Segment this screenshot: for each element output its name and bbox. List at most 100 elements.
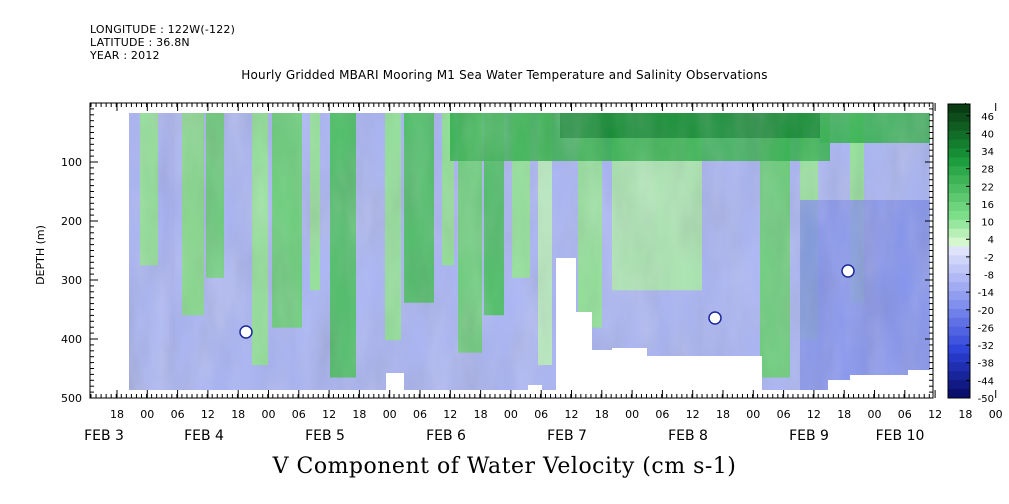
colorbar-swatch	[948, 326, 970, 337]
colorbar-tick-label: 10	[981, 218, 994, 229]
colorbar-swatch	[948, 228, 970, 239]
colorbar-tick-label: -8	[984, 271, 994, 282]
colorbar-swatch	[948, 291, 970, 301]
colorbar-tick-label: 4	[988, 235, 994, 246]
x-hour-tick-label: 06	[292, 408, 306, 421]
colorbar-swatch	[948, 121, 970, 132]
missing-data	[908, 370, 930, 395]
colorbar-swatch	[948, 264, 970, 274]
y-axis-label: DEPTH (m)	[34, 225, 47, 285]
x-hour-tick-label: 00	[989, 408, 1003, 421]
colorbar-swatch	[948, 389, 970, 399]
x-hour-tick-label: 18	[474, 408, 488, 421]
x-hour-tick-label: 18	[352, 408, 366, 421]
colorbar-swatch	[948, 210, 970, 221]
year-label: YEAR : 2012	[90, 49, 160, 62]
colorbar-tick-label: 16	[981, 200, 994, 211]
colorbar-swatch	[948, 202, 970, 212]
colorbar-swatch	[948, 184, 970, 194]
x-hour-tick-label: 18	[716, 408, 730, 421]
missing-data	[612, 348, 647, 392]
heatmap-field	[129, 113, 930, 396]
missing-data	[828, 380, 850, 394]
x-date-label: FEB 10	[876, 428, 925, 444]
missing-data	[592, 350, 612, 392]
x-hour-tick-label: 06	[898, 408, 912, 421]
colorbar-swatch	[948, 380, 970, 390]
x-hour-tick-label: 00	[746, 408, 760, 421]
colorbar-swatch	[948, 112, 970, 123]
x-date-label: FEB 7	[547, 428, 587, 444]
x-hour-tick-label: 12	[807, 408, 821, 421]
colorbar-swatch	[948, 371, 970, 381]
colorbar-swatch	[948, 104, 970, 114]
colorbar-tick-label: -44	[978, 376, 994, 387]
y-tick-label: 200	[61, 215, 82, 228]
colorbar-swatch	[948, 246, 970, 256]
x-hour-tick-label: 18	[958, 408, 972, 421]
y-tick-label: 100	[61, 156, 82, 169]
longitude-label: LONGITUDE : 122W(-122)	[90, 23, 236, 36]
x-hour-tick-label: 00	[383, 408, 397, 421]
x-hour-tick-label: 00	[868, 408, 882, 421]
x-date-label: FEB 8	[668, 428, 708, 444]
colorbar-swatch	[948, 273, 970, 283]
colorbar-tick-label: 34	[981, 147, 994, 158]
y-tick-label: 300	[61, 274, 82, 287]
chart-title: Hourly Gridded MBARI Mooring M1 Sea Wate…	[241, 68, 768, 82]
colorbar-frame	[947, 103, 971, 399]
colorbar-tick-label: 46	[981, 112, 994, 123]
colorbar-swatch	[948, 362, 970, 372]
y-tick-label: 500	[61, 392, 82, 405]
colorbar-swatch	[948, 139, 970, 150]
colorbar-tick-label: 28	[981, 165, 994, 176]
x-date-label: FEB 3	[84, 428, 124, 444]
colorbar-swatch	[948, 175, 970, 185]
x-hour-tick-label: 00	[625, 408, 639, 421]
colorbar-swatch	[948, 130, 970, 141]
x-hour-tick-label: 18	[231, 408, 245, 421]
colorbar-swatch	[948, 282, 970, 292]
colorbar-tick-label: -14	[978, 288, 994, 299]
missing-data	[647, 356, 762, 396]
colorbar-swatch	[948, 237, 970, 248]
colorbar-swatch	[948, 157, 970, 167]
colorbar-swatch	[948, 317, 970, 328]
colorbar-tick-label: -32	[978, 341, 994, 352]
x-hour-tick-label: 00	[262, 408, 276, 421]
x-date-label: FEB 6	[426, 428, 466, 444]
colorbar-swatch	[948, 308, 970, 319]
x-hour-tick-label: 12	[686, 408, 700, 421]
x-hour-tick-label: 06	[171, 408, 185, 421]
y-tick-label: 400	[61, 333, 82, 346]
colorbar-swatch	[948, 300, 970, 310]
missing-data	[239, 325, 253, 339]
colorbar: 46 40 34 28 22 16 10 4 -2 -8 -14 -20 -26 -32 -38 -44 -50	[947, 103, 994, 405]
colorbar-tick-label: -26	[978, 323, 994, 334]
missing-data	[576, 312, 592, 392]
colorbar-swatch	[948, 148, 970, 158]
x-date-label: FEB 4	[184, 428, 224, 444]
latitude-label: LATITUDE : 36.8N	[90, 36, 190, 49]
missing-data	[528, 385, 542, 393]
missing-data	[841, 264, 855, 278]
colorbar-tick-label: 22	[981, 182, 994, 193]
x-hour-tick-label: 18	[595, 408, 609, 421]
colorbar-tick-label: -2	[984, 253, 994, 264]
colorbar-tick-label: 40	[981, 129, 994, 140]
colorbar-swatch	[948, 166, 970, 176]
x-axis-title: V Component of Water Velocity (cm s-1)	[272, 454, 737, 479]
x-hour-tick-label: 00	[140, 408, 154, 421]
colorbar-swatch	[948, 344, 970, 354]
x-hour-tick-label: 12	[201, 408, 215, 421]
x-hour-tick-label: 12	[322, 408, 336, 421]
missing-data	[708, 311, 722, 325]
x-hour-tick-label: 06	[777, 408, 791, 421]
x-date-label: FEB 5	[305, 428, 345, 444]
axes: 18 00 06 12 18 00 06 12 18 00 06 12 18 00 06 12 18 00 06 12…	[61, 103, 1003, 444]
missing-data	[850, 375, 908, 395]
colorbar-tick-label: -38	[978, 359, 994, 370]
x-hour-tick-label: 06	[413, 408, 427, 421]
missing-data	[386, 373, 404, 393]
